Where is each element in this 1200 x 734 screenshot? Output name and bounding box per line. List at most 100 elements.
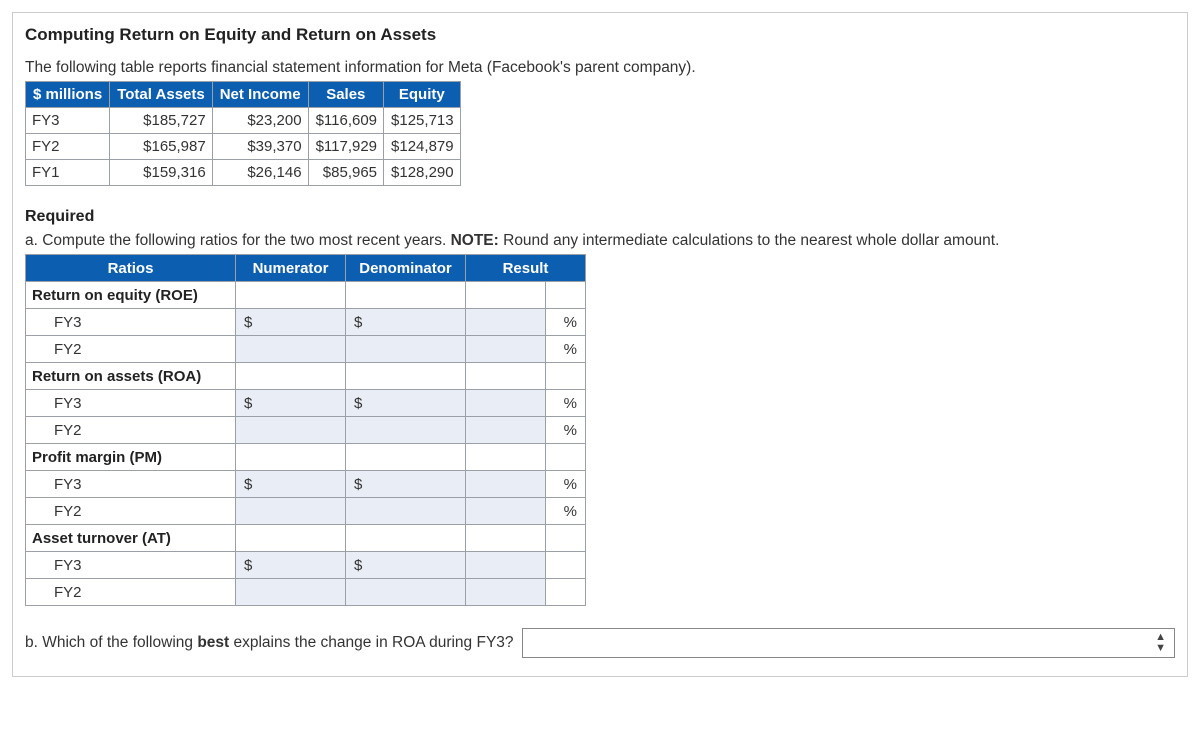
ratios-year-cell: FY2	[26, 498, 236, 525]
result-unit: %	[546, 390, 586, 417]
answer-select[interactable]: ▲▼	[522, 628, 1175, 658]
numerator-input[interactable]: $	[236, 390, 346, 417]
denominator-input[interactable]: $	[346, 390, 466, 417]
table-row: FY3 $185,727 $23,200 $116,609 $125,713	[26, 108, 461, 134]
denominator-input[interactable]: $	[346, 471, 466, 498]
cell-total-assets: $159,316	[110, 160, 213, 186]
empty-cell	[466, 444, 546, 471]
empty-cell	[346, 444, 466, 471]
numerator-input[interactable]	[236, 336, 346, 363]
result-unit: %	[546, 417, 586, 444]
question-b-suffix: explains the change in ROA during FY3?	[229, 634, 513, 651]
ratios-year-cell: FY3	[26, 390, 236, 417]
ratios-year-cell: FY3	[26, 471, 236, 498]
question-a-note-label: NOTE:	[451, 232, 499, 249]
ratios-year-cell: FY3	[26, 309, 236, 336]
empty-cell	[466, 363, 546, 390]
ratios-input-row: FY3$$%	[26, 471, 586, 498]
cell-sales: $85,965	[308, 160, 383, 186]
numerator-input[interactable]	[236, 579, 346, 606]
ratios-section-row: Return on assets (ROA)	[26, 363, 586, 390]
col-header-equity: Equity	[384, 82, 461, 108]
empty-cell	[346, 282, 466, 309]
empty-cell	[236, 282, 346, 309]
empty-cell	[236, 363, 346, 390]
intro-text: The following table reports financial st…	[25, 59, 1175, 77]
page-title: Computing Return on Equity and Return on…	[25, 25, 1175, 45]
result-input[interactable]	[466, 417, 546, 444]
ratios-section-row: Asset turnover (AT)	[26, 525, 586, 552]
result-unit	[546, 579, 586, 606]
question-panel: Computing Return on Equity and Return on…	[12, 12, 1188, 677]
cell-equity: $128,290	[384, 160, 461, 186]
denominator-col-header: Denominator	[346, 255, 466, 282]
cell-year: FY1	[26, 160, 110, 186]
result-input[interactable]	[466, 471, 546, 498]
empty-cell	[236, 444, 346, 471]
result-input[interactable]	[466, 498, 546, 525]
numerator-input[interactable]	[236, 498, 346, 525]
question-b-prefix: b. Which of the following	[25, 634, 197, 651]
col-header-sales: Sales	[308, 82, 383, 108]
denominator-input[interactable]: $	[346, 552, 466, 579]
ratios-section-label: Profit margin (PM)	[26, 444, 236, 471]
result-unit: %	[546, 336, 586, 363]
numerator-input[interactable]: $	[236, 471, 346, 498]
empty-cell	[466, 525, 546, 552]
ratios-section-label: Return on assets (ROA)	[26, 363, 236, 390]
col-header-total-assets: Total Assets	[110, 82, 213, 108]
result-input[interactable]	[466, 579, 546, 606]
result-unit: %	[546, 309, 586, 336]
denominator-input[interactable]	[346, 417, 466, 444]
question-b-bold: best	[197, 634, 229, 651]
ratios-input-row: FY3$$	[26, 552, 586, 579]
ratios-year-cell: FY2	[26, 336, 236, 363]
denominator-input[interactable]	[346, 579, 466, 606]
ratios-year-cell: FY2	[26, 417, 236, 444]
ratios-year-cell: FY2	[26, 579, 236, 606]
result-input[interactable]	[466, 552, 546, 579]
ratios-section-label: Asset turnover (AT)	[26, 525, 236, 552]
denominator-input[interactable]: $	[346, 309, 466, 336]
cell-total-assets: $165,987	[110, 134, 213, 160]
result-unit	[546, 552, 586, 579]
cell-sales: $117,929	[308, 134, 383, 160]
numerator-input[interactable]	[236, 417, 346, 444]
ratios-input-row: FY3$$%	[26, 390, 586, 417]
col-header-net-income: Net Income	[212, 82, 308, 108]
empty-cell	[236, 525, 346, 552]
cell-year: FY2	[26, 134, 110, 160]
ratios-section-row: Return on equity (ROE)	[26, 282, 586, 309]
cell-net-income: $39,370	[212, 134, 308, 160]
denominator-input[interactable]	[346, 336, 466, 363]
result-input[interactable]	[466, 309, 546, 336]
col-header-millions: $ millions	[26, 82, 110, 108]
financial-data-table: $ millions Total Assets Net Income Sales…	[25, 81, 461, 186]
ratios-input-row: FY3$$%	[26, 309, 586, 336]
ratios-input-row: FY2	[26, 579, 586, 606]
question-a-text: a. Compute the following ratios for the …	[25, 232, 1175, 250]
cell-total-assets: $185,727	[110, 108, 213, 134]
empty-cell	[546, 444, 586, 471]
question-a-prefix: a. Compute the following ratios for the …	[25, 232, 451, 249]
result-unit: %	[546, 471, 586, 498]
result-input[interactable]	[466, 336, 546, 363]
table-row: FY1 $159,316 $26,146 $85,965 $128,290	[26, 160, 461, 186]
numerator-input[interactable]: $	[236, 552, 346, 579]
ratios-col-header: Ratios	[26, 255, 236, 282]
denominator-input[interactable]	[346, 498, 466, 525]
cell-year: FY3	[26, 108, 110, 134]
empty-cell	[546, 282, 586, 309]
numerator-input[interactable]: $	[236, 309, 346, 336]
ratios-input-table: Ratios Numerator Denominator Result Retu…	[25, 254, 586, 606]
question-b-row: b. Which of the following best explains …	[25, 628, 1175, 658]
empty-cell	[546, 363, 586, 390]
select-caret-icon: ▲▼	[1155, 632, 1166, 654]
cell-net-income: $26,146	[212, 160, 308, 186]
question-b-text: b. Which of the following best explains …	[25, 634, 514, 652]
result-input[interactable]	[466, 390, 546, 417]
required-heading: Required	[25, 208, 1175, 226]
result-unit: %	[546, 498, 586, 525]
empty-cell	[546, 525, 586, 552]
ratios-year-cell: FY3	[26, 552, 236, 579]
